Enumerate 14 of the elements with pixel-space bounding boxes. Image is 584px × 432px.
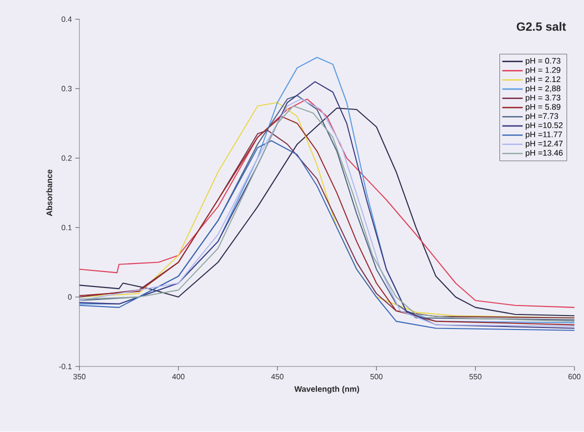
legend-label: pH = 3.73 <box>526 94 560 102</box>
y-axis-title: Absorbance <box>46 170 52 216</box>
legend-label: pH = 2.12 <box>526 76 560 84</box>
legend-label: pH =11.77 <box>526 132 562 140</box>
chart-title: G2.5 salt <box>516 22 566 31</box>
legend-label: pH = 1.29 <box>526 67 560 75</box>
legend-label: pH =12.47 <box>526 140 563 148</box>
legend-label: pH =7.73 <box>526 113 558 121</box>
x-axis-title: Wavelength (nm) <box>294 386 360 394</box>
legend-label: pH = 0.73 <box>526 58 560 66</box>
legend-label: pH = 2,88 <box>526 86 560 94</box>
legend-label: pH =10.52 <box>526 122 563 130</box>
legend-label: pH =13.46 <box>526 150 563 158</box>
legend-label: pH = 5.89 <box>526 104 560 112</box>
